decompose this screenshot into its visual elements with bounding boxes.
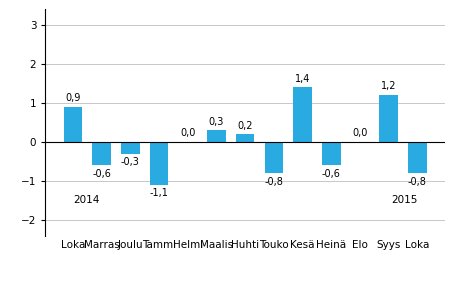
Text: -0,3: -0,3 [121,157,140,167]
Text: 2014: 2014 [73,194,99,205]
Bar [121,142,140,153]
Text: 2015: 2015 [391,194,417,205]
Bar [150,142,168,185]
Bar [380,95,398,142]
Text: 0,3: 0,3 [209,117,224,127]
Text: 0,0: 0,0 [180,128,195,138]
Bar [64,107,82,142]
Text: 0,9: 0,9 [65,93,80,103]
Text: 0,0: 0,0 [352,128,368,138]
Bar [207,130,226,142]
Bar [322,142,340,165]
Bar [265,142,283,173]
Text: -1,1: -1,1 [149,188,168,198]
Text: 0,2: 0,2 [237,120,253,130]
Bar [92,142,111,165]
Text: -0,6: -0,6 [322,169,341,179]
Bar [236,134,255,142]
Text: 1,2: 1,2 [381,82,396,92]
Text: -0,8: -0,8 [264,177,283,187]
Text: 1,4: 1,4 [295,74,310,84]
Text: -0,8: -0,8 [408,177,427,187]
Text: -0,6: -0,6 [92,169,111,179]
Bar [408,142,427,173]
Bar [293,87,312,142]
